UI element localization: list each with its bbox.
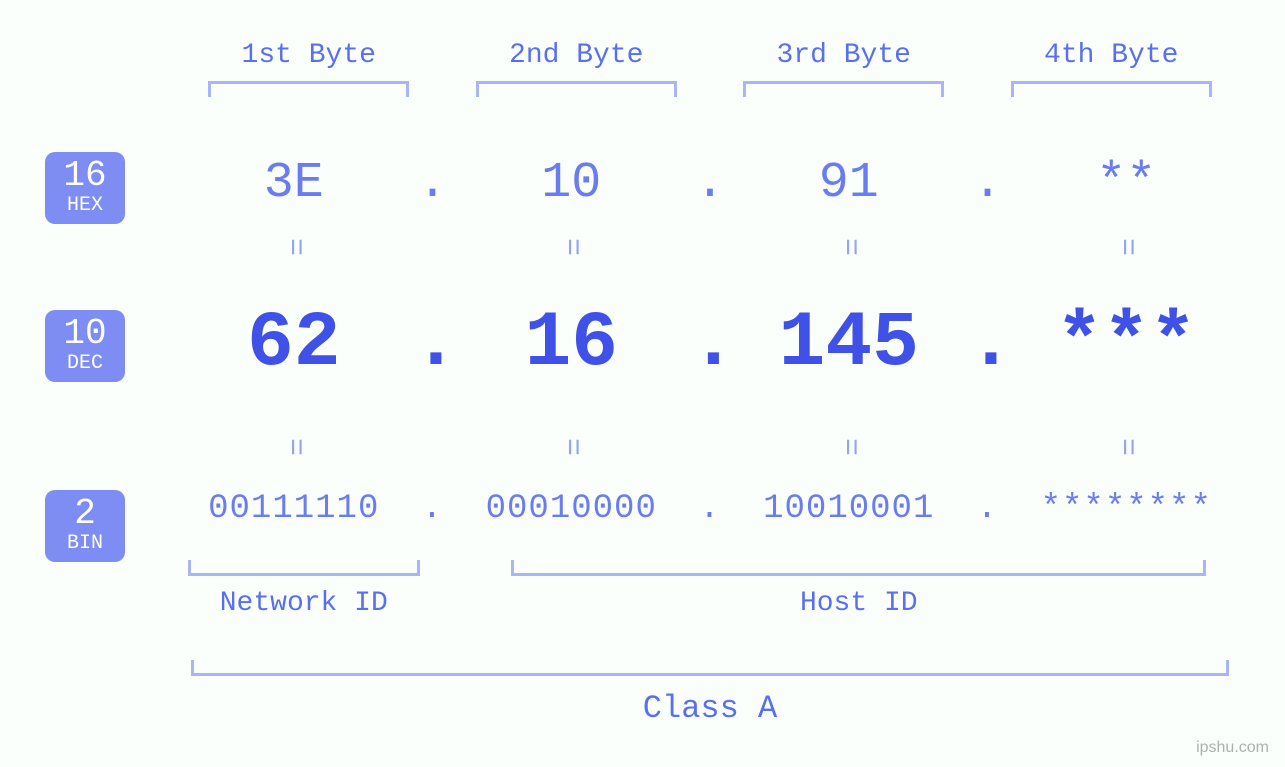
bin-badge: 2 BIN bbox=[45, 490, 125, 562]
equals-row-2: = = = = bbox=[175, 430, 1245, 464]
dec-badge-num: 10 bbox=[45, 316, 125, 352]
bin-row: 00111110 . 00010000 . 10010001 . *******… bbox=[175, 490, 1245, 528]
bin-sep-2: . bbox=[690, 490, 730, 528]
hex-sep-3: . bbox=[968, 155, 1008, 212]
hex-badge-name: HEX bbox=[45, 196, 125, 216]
byte-bracket-4 bbox=[1011, 81, 1212, 97]
dec-byte-2: 16 bbox=[453, 300, 691, 388]
class-label: Class A bbox=[175, 690, 1245, 727]
dec-sep-2: . bbox=[690, 300, 730, 388]
byte-col-3: 3rd Byte bbox=[710, 40, 978, 97]
hex-badge: 16 HEX bbox=[45, 152, 125, 224]
dec-badge-name: DEC bbox=[45, 354, 125, 374]
host-id-bracket bbox=[511, 560, 1206, 576]
host-id-col: Host ID bbox=[473, 560, 1246, 619]
hex-byte-2: 10 bbox=[453, 155, 691, 212]
dec-badge: 10 DEC bbox=[45, 310, 125, 382]
network-id-col: Network ID bbox=[175, 560, 433, 619]
bin-sep-1: . bbox=[413, 490, 453, 528]
byte-header-row: 1st Byte 2nd Byte 3rd Byte 4th Byte bbox=[175, 40, 1245, 97]
dec-sep-1: . bbox=[413, 300, 453, 388]
class-bracket bbox=[191, 660, 1229, 676]
byte-label-1: 1st Byte bbox=[175, 40, 443, 71]
byte-col-2: 2nd Byte bbox=[443, 40, 711, 97]
watermark: ipshu.com bbox=[1196, 739, 1269, 757]
eq2-2: = bbox=[453, 430, 691, 464]
bin-byte-4: ******** bbox=[1008, 490, 1246, 528]
hex-sep-2: . bbox=[690, 155, 730, 212]
hex-row: 3E . 10 . 91 . ** bbox=[175, 155, 1245, 212]
eq1-1: = bbox=[175, 230, 413, 264]
byte-label-2: 2nd Byte bbox=[443, 40, 711, 71]
class-bracket-wrap: Class A bbox=[175, 660, 1245, 727]
hex-sep-1: . bbox=[413, 155, 453, 212]
network-id-bracket bbox=[188, 560, 420, 576]
bin-badge-num: 2 bbox=[45, 496, 125, 532]
equals-row-1: = = = = bbox=[175, 230, 1245, 264]
dec-byte-3: 145 bbox=[730, 300, 968, 388]
eq2-4: = bbox=[1008, 430, 1246, 464]
bin-byte-1: 00111110 bbox=[175, 490, 413, 528]
byte-col-4: 4th Byte bbox=[978, 40, 1246, 97]
bin-badge-name: BIN bbox=[45, 534, 125, 554]
byte-label-4: 4th Byte bbox=[978, 40, 1246, 71]
dec-sep-3: . bbox=[968, 300, 1008, 388]
eq1-2: = bbox=[453, 230, 691, 264]
eq2-1: = bbox=[175, 430, 413, 464]
byte-bracket-3 bbox=[743, 81, 944, 97]
byte-label-3: 3rd Byte bbox=[710, 40, 978, 71]
dec-byte-4: *** bbox=[1008, 300, 1246, 388]
host-id-label: Host ID bbox=[473, 588, 1246, 619]
bin-sep-3: . bbox=[968, 490, 1008, 528]
id-brackets-row: Network ID Host ID bbox=[175, 560, 1245, 619]
byte-col-1: 1st Byte bbox=[175, 40, 443, 97]
eq1-3: = bbox=[730, 230, 968, 264]
hex-byte-4: ** bbox=[1008, 155, 1246, 212]
dec-row: 62 . 16 . 145 . *** bbox=[175, 300, 1245, 388]
bin-byte-2: 00010000 bbox=[453, 490, 691, 528]
hex-byte-1: 3E bbox=[175, 155, 413, 212]
eq1-4: = bbox=[1008, 230, 1246, 264]
hex-badge-num: 16 bbox=[45, 158, 125, 194]
network-id-label: Network ID bbox=[175, 588, 433, 619]
bin-byte-3: 10010001 bbox=[730, 490, 968, 528]
dec-byte-1: 62 bbox=[175, 300, 413, 388]
byte-bracket-1 bbox=[208, 81, 409, 97]
byte-bracket-2 bbox=[476, 81, 677, 97]
eq2-3: = bbox=[730, 430, 968, 464]
hex-byte-3: 91 bbox=[730, 155, 968, 212]
